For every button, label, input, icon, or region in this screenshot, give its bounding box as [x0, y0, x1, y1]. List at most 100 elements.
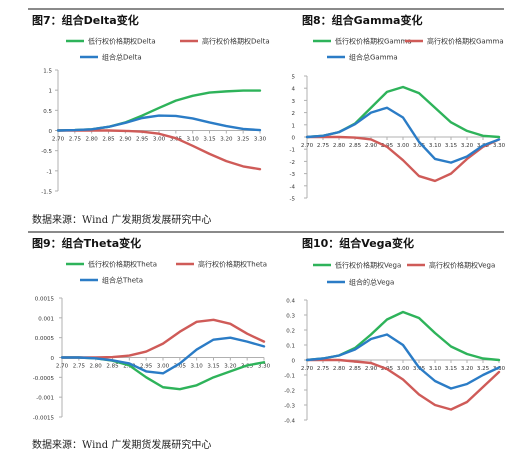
chart-delta-series-red-point: [158, 133, 160, 135]
chart-vega-y-tick-label: 0: [292, 359, 296, 365]
chart-delta-series-blue-point: [192, 117, 194, 119]
chart-delta-series-blue-point: [74, 129, 76, 131]
chart-gamma-series-green-point: [418, 92, 420, 94]
chart-gamma-series-blue-point: [386, 107, 388, 109]
chart-delta-legend-blue-label: 组合总Delta: [102, 53, 142, 62]
chart-gamma-series-green-point: [434, 107, 436, 109]
chart-delta-y-tick-label: -1.5: [41, 190, 52, 196]
chart-delta-series-blue-point: [158, 114, 160, 116]
chart-delta-series-green-line: [56, 89, 262, 132]
chart-theta-y-tick-label: 0.0005: [35, 336, 55, 342]
chart-vega-series-blue-point: [466, 383, 468, 385]
chart-delta-series-red-point: [242, 165, 244, 167]
chart-theta-y-tick-label: 0.001: [38, 316, 54, 322]
vega-chart: -0.4-0.3-0.2-0.100.10.20.30.42.70 2.75 2.8…: [284, 261, 506, 425]
chart-theta-series-green-point: [246, 364, 248, 366]
chart-theta-series-green-point: [162, 386, 164, 388]
chart-vega-series-blue-point: [418, 366, 420, 368]
chart-gamma-x-tick-label: 3.20: [461, 143, 474, 149]
chart-delta-y-tick-label: 0.5: [43, 109, 52, 115]
chart-gamma-series-red-point: [370, 138, 372, 140]
chart-delta-series-green-point: [259, 89, 261, 91]
chart-vega-series-red-point: [418, 393, 420, 395]
chart-vega-series-red-point: [386, 368, 388, 370]
chart-gamma-series-red-point: [386, 146, 388, 148]
chart-vega-series-red-point: [402, 378, 404, 380]
chart-vega-series-blue-point: [434, 380, 436, 382]
chart-delta-series-green-point: [192, 95, 194, 97]
chart-gamma-y-tick-label: -1: [290, 148, 295, 154]
chart-vega-x-tick-label: 3.30: [493, 366, 506, 372]
chart-delta-x-tick-label: 3.00: [153, 137, 166, 143]
chart-vega-series-blue-point: [498, 366, 500, 368]
chart-theta-series-blue-point: [128, 362, 130, 364]
chart-gamma-x-tick-label: 3.00: [397, 143, 410, 149]
chart-theta-series-red-point: [229, 323, 231, 325]
chart-delta-series-green-point: [175, 100, 177, 102]
chart-delta-series-blue-point: [225, 125, 227, 127]
chart-vega-series-blue-point: [354, 348, 356, 350]
chart-delta-series-blue-point: [57, 129, 59, 131]
chart-delta-series-red-point: [259, 168, 261, 170]
chart-gamma-series-red-point: [434, 180, 436, 182]
chart-vega-x-tick-label: 2.75: [317, 366, 330, 372]
chart-theta-series-red-point: [246, 333, 248, 335]
chart-delta-series-green-point: [208, 91, 210, 93]
chart-delta-x-tick-label: 3.20: [220, 137, 233, 143]
chart-delta-x-tick-label: 2.75: [69, 137, 82, 143]
fig8-title: 图8：组合Gamma变化: [302, 14, 423, 27]
chart-theta-x-tick-label: 3.05: [174, 364, 187, 370]
chart-delta-series-red-point: [107, 129, 109, 131]
chart-delta-y-tick-label: -1: [47, 169, 52, 175]
chart-theta-series-green-point: [212, 376, 214, 378]
chart-vega-series-blue-point: [338, 354, 340, 356]
chart-gamma-series-blue-point: [402, 116, 404, 118]
chart-theta-x-tick-label: 2.75: [73, 364, 86, 370]
chart-vega-series-red-point: [482, 386, 484, 388]
chart-theta-y-tick-label: -0.0015: [33, 416, 55, 422]
chart-gamma-y-tick-label: -4: [290, 184, 296, 190]
fig7-title: 图7：组合Delta变化: [32, 14, 139, 27]
chart-gamma-x-tick-label: 2.90: [365, 143, 378, 149]
theta-chart: -0.0015 -0.001 -0.0005 0 0.0005 0.001 0.0015 2.…: [33, 260, 271, 422]
chart-theta-series-green-point: [196, 384, 198, 386]
chart-theta-y-tick-label: 0.0015: [35, 297, 55, 303]
source-note-top: 数据来源：Wind 广发期货发展研究中心: [32, 215, 212, 226]
chart-vega-series-blue-point: [322, 357, 324, 359]
chart-theta-x-tick-label: 3.15: [207, 364, 220, 370]
chart-vega-series-blue-point: [402, 344, 404, 346]
chart-vega-x-tick-label: 2.70: [301, 366, 314, 372]
chart-vega-y-tick-label: -0.1: [284, 374, 295, 380]
chart-theta-x-tick-label: 2.70: [56, 364, 69, 370]
chart-theta-series-blue-line: [60, 336, 266, 375]
chart-theta-series-blue-point: [95, 357, 97, 359]
chart-delta-y-tick-label: 0: [49, 129, 53, 135]
chart-vega-series-green-point: [482, 357, 484, 359]
chart-delta-series-green-point: [141, 114, 143, 116]
chart-vega-series-green-point: [498, 359, 500, 361]
chart-theta-series-blue-point: [212, 339, 214, 341]
chart-delta-x-tick-label: 2.95: [136, 137, 149, 143]
chart-vega-x-tick-label: 3.20: [461, 366, 474, 372]
chart-delta-series-blue-line: [56, 114, 262, 132]
chart-vega-y-tick-label: -0.4: [284, 419, 295, 425]
chart-delta-series-blue-point: [175, 115, 177, 117]
chart-gamma-series-blue-point: [354, 123, 356, 125]
chart-delta-legend-green-label: 低行权价格期权Delta: [88, 37, 156, 46]
chart-gamma-y-tick-label: 3: [292, 99, 296, 105]
chart-gamma-series-green-line: [305, 85, 501, 139]
chart-vega-series-red-line: [305, 358, 501, 411]
chart-theta-series-blue-point: [111, 359, 113, 361]
chart-gamma-legend-red-label: 高行权价格期权Gamma: [427, 37, 504, 46]
chart-vega-x-tick-label: 2.90: [365, 366, 378, 372]
chart-delta-x-tick-label: 2.70: [52, 137, 65, 143]
fig9-title: 图9：组合Theta变化: [32, 237, 142, 250]
chart-delta-series-green-point: [225, 90, 227, 92]
chart-delta-series-red-line: [56, 129, 262, 171]
chart-gamma-y-tick-label: 0: [292, 136, 296, 142]
chart-vega-x-tick-label: 2.80: [333, 366, 346, 372]
chart-vega-series-green-line: [305, 310, 501, 362]
chart-vega-y-tick-label: 0.4: [286, 299, 295, 305]
chart-theta-y-tick-label: 0: [51, 356, 55, 362]
